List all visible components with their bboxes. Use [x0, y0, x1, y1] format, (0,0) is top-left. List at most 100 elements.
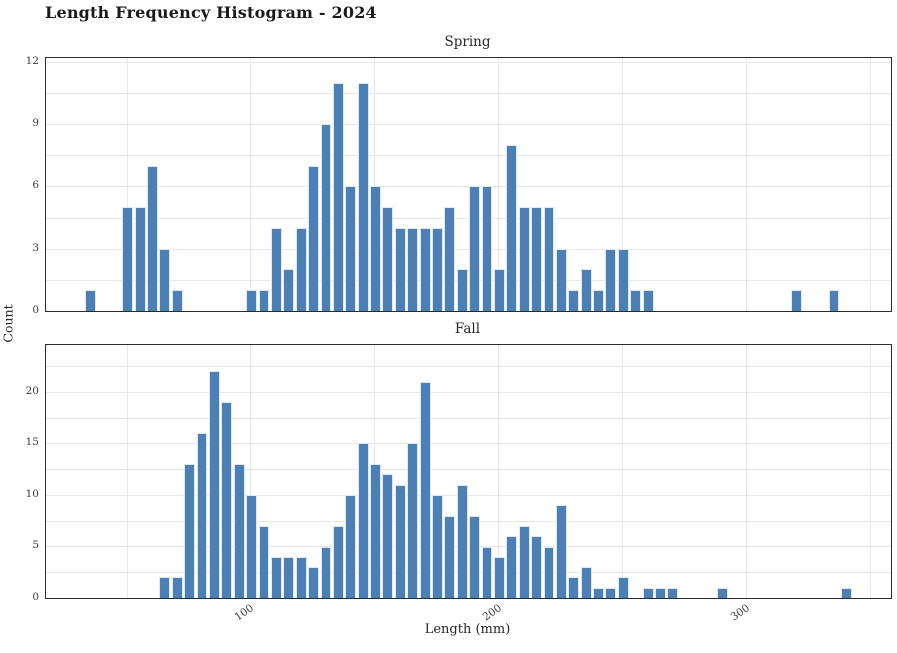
histogram-bar: [493, 556, 505, 598]
gridline: [46, 248, 891, 250]
histogram-bar: [184, 464, 196, 598]
histogram-bar: [246, 495, 258, 598]
histogram-bar: [270, 556, 282, 598]
gridline: [46, 155, 891, 157]
histogram-bar: [444, 515, 456, 598]
gridline: [746, 345, 748, 598]
gridline: [250, 58, 252, 311]
gridline: [46, 366, 891, 368]
histogram-bar: [345, 186, 357, 311]
y-tick-label: 9: [32, 117, 39, 130]
histogram-bar: [221, 402, 233, 598]
histogram-bar: [469, 186, 481, 311]
histogram-bar: [481, 546, 493, 598]
gridline: [46, 124, 891, 126]
histogram-bar: [642, 587, 654, 598]
histogram-bar: [481, 186, 493, 311]
histogram-bar: [209, 371, 220, 598]
histogram-bar: [171, 290, 183, 311]
histogram-bar: [320, 546, 332, 598]
gridline: [869, 58, 871, 311]
gridline: [46, 417, 891, 419]
subplot-title-fall: Fall: [454, 321, 481, 337]
histogram-bar: [605, 248, 617, 311]
x-tick-label: 100: [233, 602, 257, 624]
histogram-bar: [407, 227, 419, 311]
histogram-bar: [332, 82, 344, 311]
gridline: [46, 494, 891, 496]
y-tick-label: 3: [32, 241, 39, 254]
histogram-bar: [159, 248, 171, 311]
figure-title: Length Frequency Histogram - 2024: [45, 3, 377, 22]
histogram-bar: [791, 290, 803, 311]
histogram-bar: [283, 269, 295, 311]
histogram-bar: [717, 587, 728, 598]
histogram-bar: [419, 227, 431, 311]
histogram-bar: [432, 495, 443, 598]
histogram-bar: [357, 82, 369, 311]
histogram-bar: [122, 207, 134, 311]
histogram-bar: [630, 290, 642, 311]
histogram-bar: [593, 290, 604, 311]
histogram-bar: [134, 207, 146, 311]
gridline: [46, 217, 891, 219]
histogram-bar: [493, 269, 505, 311]
histogram-bar: [147, 165, 158, 311]
histogram-bar: [568, 577, 580, 598]
gridline: [46, 186, 891, 188]
histogram-bar: [419, 381, 431, 598]
histogram-bar: [258, 290, 270, 311]
histogram-bar: [320, 124, 332, 311]
gridline: [46, 572, 891, 574]
gridline: [46, 469, 891, 471]
histogram-bar: [258, 525, 270, 598]
histogram-bar: [555, 248, 567, 311]
histogram-bar: [605, 587, 617, 598]
histogram-bar: [295, 227, 307, 311]
histogram-bar: [394, 227, 406, 311]
histogram-bar: [580, 269, 592, 311]
histogram-bar: [233, 464, 245, 598]
histogram-bar: [85, 290, 96, 311]
histogram-bar: [246, 290, 258, 311]
histogram-bar: [345, 495, 357, 598]
spring-plot: [45, 57, 892, 312]
gridline: [498, 58, 500, 311]
x-tick-label: 300: [728, 602, 752, 624]
histogram-bar: [382, 207, 394, 311]
histogram-bar: [456, 484, 468, 598]
y-tick-label: 15: [25, 436, 39, 449]
histogram-bar: [617, 248, 629, 311]
histogram-bar: [667, 587, 679, 598]
histogram-bar: [196, 433, 208, 598]
histogram-bar: [655, 587, 666, 598]
histogram-bar: [308, 165, 319, 311]
histogram-bar: [394, 484, 406, 598]
histogram-bar: [506, 144, 518, 311]
histogram-bar: [828, 290, 840, 311]
y-tick-label: 0: [32, 591, 39, 603]
histogram-bar: [469, 515, 481, 598]
histogram-bar: [270, 227, 282, 311]
histogram-bar: [370, 186, 381, 311]
y-tick-label: 0: [32, 304, 39, 316]
gridline: [374, 58, 376, 311]
gridline: [498, 345, 500, 598]
histogram-bar: [531, 207, 543, 311]
histogram-bar: [432, 227, 443, 311]
gridline: [46, 61, 891, 63]
histogram-bar: [506, 536, 518, 598]
gridline: [622, 345, 624, 598]
y-tick-label: 20: [25, 384, 39, 397]
histogram-bar: [382, 474, 394, 598]
histogram-bar: [840, 587, 852, 598]
histogram-bar: [518, 207, 530, 311]
gridline: [46, 443, 891, 445]
gridline: [46, 391, 891, 393]
histogram-bar: [444, 207, 456, 311]
y-tick-label: 10: [25, 487, 39, 500]
histogram-bar: [332, 525, 344, 598]
y-tick-label: 5: [32, 539, 39, 552]
gridline: [46, 520, 891, 522]
x-axis-label: Length (mm): [424, 622, 511, 637]
